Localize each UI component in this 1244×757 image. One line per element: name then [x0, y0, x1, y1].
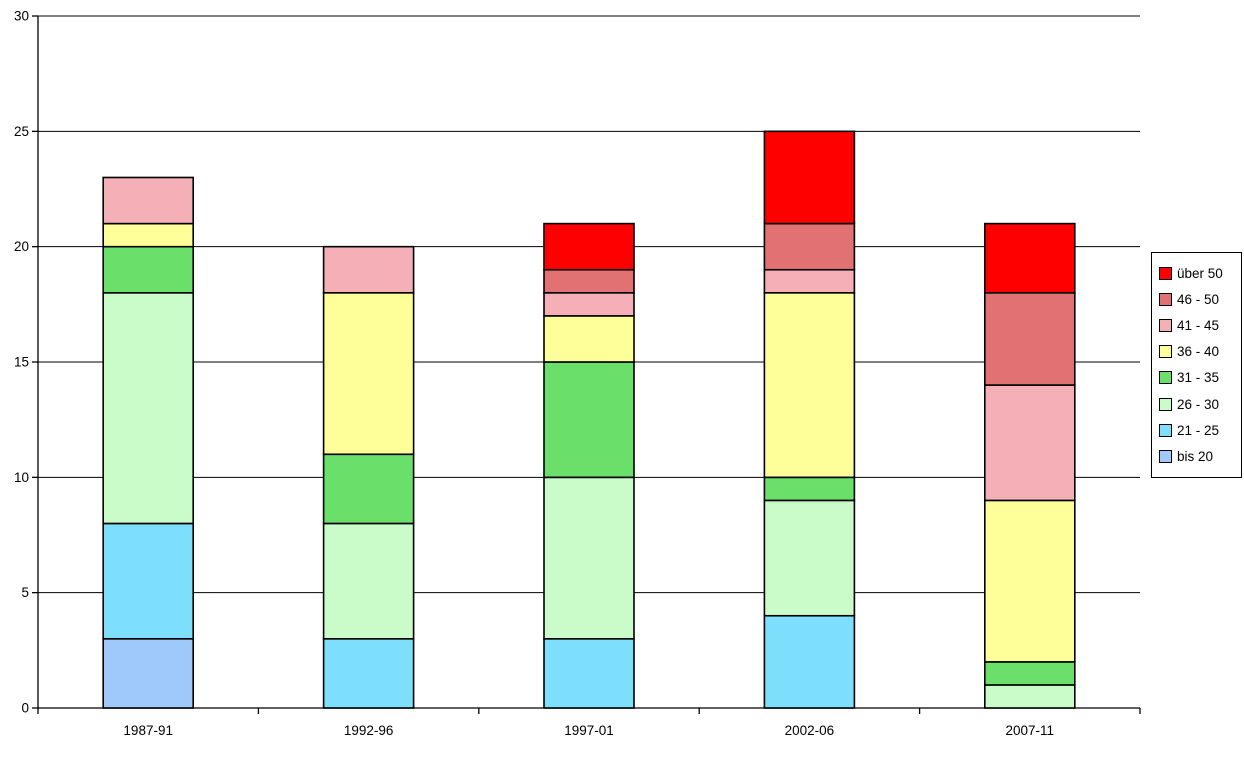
y-axis-label: 30 [14, 9, 29, 24]
bar-segment-2002-06-31 - 35 [763, 476, 856, 502]
bar-segment-2007-11-über 50 [983, 222, 1076, 294]
bar-segment-1987-91-bis 20 [102, 637, 194, 709]
legend-label: über 50 [1177, 265, 1223, 281]
bar-segment-1997-01-36 - 40 [543, 315, 635, 363]
x-axis-label: 2007-11 [1006, 723, 1055, 738]
legend-item-21 - 25: 21 - 25 [1159, 417, 1241, 443]
legend-item-über 50: über 50 [1159, 260, 1241, 286]
bar-segment-2007-11-41 - 45 [983, 384, 1076, 502]
bar-segment-1997-01-über 50 [543, 222, 635, 271]
bar-segment-1987-91-36 - 40 [102, 222, 194, 248]
legend-label: 46 - 50 [1177, 291, 1220, 307]
bar-segment-1987-91-21 - 25 [102, 522, 194, 640]
x-axis-label: 1992-96 [344, 723, 394, 738]
legend-label: 21 - 25 [1177, 422, 1220, 438]
bar-segment-1997-01-31 - 35 [543, 361, 635, 479]
legend-swatch [1159, 266, 1172, 280]
legend-swatch [1159, 345, 1172, 359]
legend-item-36 - 40: 36 - 40 [1159, 339, 1241, 365]
x-axis-label: 1997-01 [564, 723, 614, 738]
y-axis-label: 0 [21, 701, 29, 716]
bar-segment-2007-11-46 - 50 [983, 291, 1076, 386]
bar-segment-1992-96-41 - 45 [322, 245, 415, 294]
bar-segment-2007-11-36 - 40 [983, 499, 1076, 663]
bar-segment-2002-06-36 - 40 [763, 291, 856, 479]
legend-label: 36 - 40 [1177, 344, 1220, 360]
y-axis-label: 20 [14, 239, 29, 254]
bar-segment-2002-06-26 - 30 [763, 499, 856, 617]
y-axis-label: 15 [14, 355, 29, 370]
bar-segment-2002-06-über 50 [763, 130, 856, 225]
bar-segment-1992-96-36 - 40 [322, 291, 415, 456]
bar-segment-1997-01-26 - 30 [543, 476, 635, 640]
legend-item-31 - 35: 31 - 35 [1159, 365, 1241, 391]
bar-segment-2002-06-21 - 25 [763, 614, 856, 709]
x-axis-label: 2002-06 [785, 723, 835, 738]
legend-swatch [1159, 318, 1172, 332]
y-axis-label: 5 [21, 585, 29, 600]
bar-segment-2007-11-26 - 30 [983, 684, 1076, 709]
bar-segment-1992-96-21 - 25 [322, 637, 415, 709]
bar-segment-1992-96-31 - 35 [322, 453, 415, 525]
legend-label: 26 - 30 [1177, 396, 1220, 412]
bar-segment-1997-01-46 - 50 [543, 268, 635, 294]
y-axis-label: 10 [14, 470, 29, 485]
bar-segment-1997-01-21 - 25 [543, 637, 635, 709]
bar-segment-1997-01-41 - 45 [543, 291, 635, 317]
legend-swatch [1159, 397, 1172, 411]
legend-label: 41 - 45 [1177, 317, 1220, 333]
legend-item-bis 20: bis 20 [1159, 443, 1241, 469]
legend-item-46 - 50: 46 - 50 [1159, 286, 1241, 312]
bar-segment-1987-91-26 - 30 [102, 291, 194, 525]
bar-segment-1992-96-26 - 30 [322, 522, 415, 640]
bar-segment-2002-06-41 - 45 [763, 268, 856, 294]
bar-segment-2007-11-31 - 35 [983, 661, 1076, 686]
bar-segment-1987-91-31 - 35 [102, 245, 194, 294]
legend-item-26 - 30: 26 - 30 [1159, 391, 1241, 417]
x-axis-label: 1987-91 [123, 723, 173, 738]
legend-swatch [1159, 292, 1172, 306]
legend-swatch [1159, 423, 1172, 437]
bar-segment-1987-91-41 - 45 [102, 176, 194, 225]
chart-legend: über 50 46 - 50 41 - 45 36 - 40 31 - 35 26 - … [1151, 252, 1242, 478]
legend-label: 31 - 35 [1177, 370, 1220, 386]
bar-segment-2002-06-46 - 50 [763, 222, 856, 271]
legend-item-41 - 45: 41 - 45 [1159, 312, 1241, 338]
legend-swatch [1159, 449, 1172, 463]
legend-label: bis 20 [1177, 448, 1214, 464]
legend-swatch [1159, 371, 1172, 385]
y-axis-label: 25 [14, 124, 29, 139]
